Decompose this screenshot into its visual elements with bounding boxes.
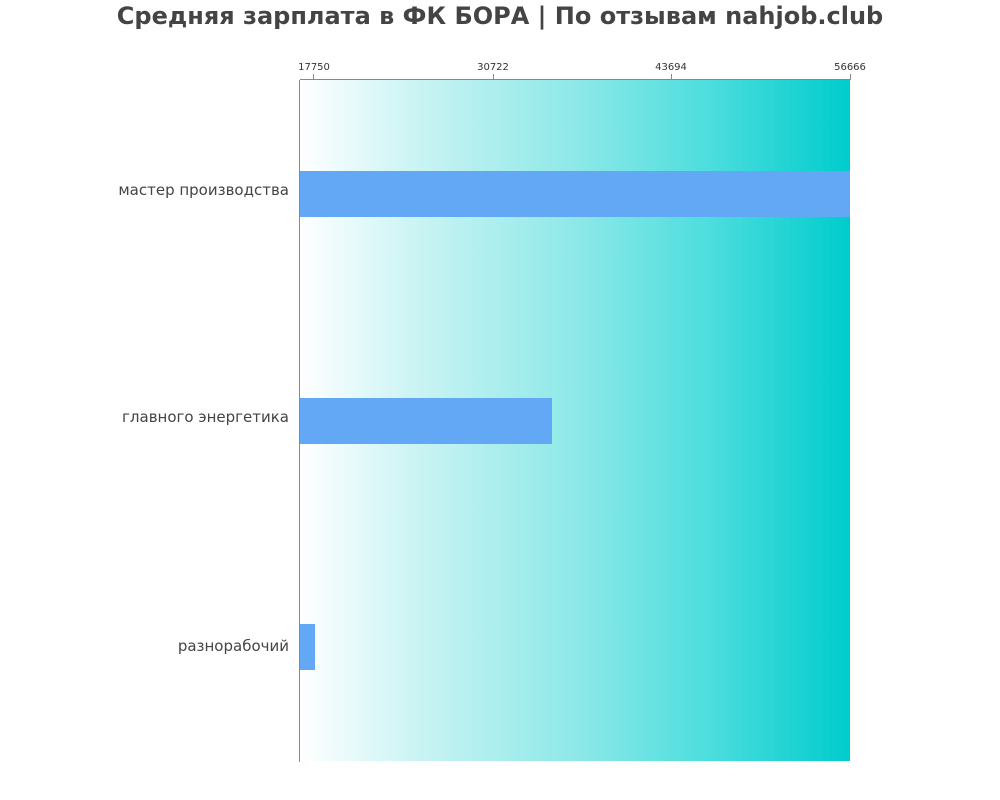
category-label: мастер производства (118, 181, 289, 199)
chart-title: Средняя зарплата в ФК БОРА | По отзывам … (116, 2, 884, 30)
bar-raznorabochiy (300, 624, 315, 670)
category-label: разнорабочий (177, 637, 289, 655)
x-tick (671, 74, 672, 80)
category-label: главного энергетика (122, 408, 289, 426)
x-tick-label: 56666 (834, 62, 866, 73)
x-tick-label: 17750 (298, 62, 330, 73)
x-tick (850, 74, 851, 80)
bar-master-proizvodstva (300, 171, 850, 217)
bar-glavnogo-energetika (300, 398, 552, 444)
x-tick (313, 74, 314, 80)
x-tick-label: 43694 (655, 62, 687, 73)
y-axis-line (299, 80, 300, 762)
x-tick-label: 30722 (477, 62, 509, 73)
x-tick (493, 74, 494, 80)
x-axis-line (300, 79, 851, 80)
